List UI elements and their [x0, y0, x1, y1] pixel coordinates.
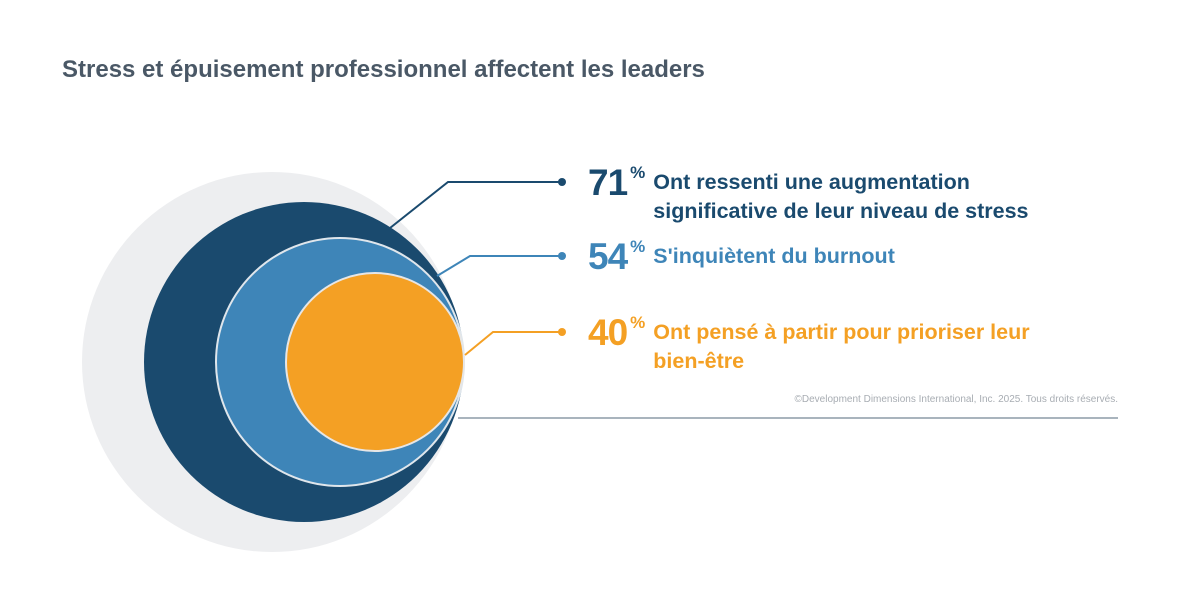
- stat-label: S'inquiètent du burnout: [653, 244, 895, 268]
- leader-dot-71: [558, 178, 566, 186]
- circle-40-percent: [285, 272, 465, 452]
- stat-label: Ont ressenti une augmentation significat…: [653, 170, 1029, 223]
- stat-value: 40: [588, 312, 628, 353]
- stat-value: 54: [588, 236, 628, 277]
- stat-54: 54 % S'inquiètent du burnout: [588, 237, 1093, 277]
- stat-unit: %: [630, 163, 646, 182]
- stat-unit: %: [630, 237, 646, 256]
- leader-dot-54: [558, 252, 566, 260]
- leader-line-71: [389, 181, 562, 229]
- leader-line-54: [436, 255, 562, 277]
- page-title: Stress et épuisement professionnel affec…: [62, 56, 705, 83]
- stat-40: 40 % Ont pensé à partir pour prioriser l…: [588, 313, 1083, 376]
- stat-label: Ont pensé à partir pour prioriser leur b…: [653, 320, 1030, 373]
- stat-value: 71: [588, 162, 628, 203]
- leader-dot-40: [558, 328, 566, 336]
- stat-71: 71 % Ont ressenti une augmentation signi…: [588, 163, 1093, 226]
- leader-line-40: [464, 331, 562, 356]
- copyright-notice: ©Development Dimensions International, I…: [794, 394, 1118, 405]
- stat-unit: %: [630, 313, 646, 332]
